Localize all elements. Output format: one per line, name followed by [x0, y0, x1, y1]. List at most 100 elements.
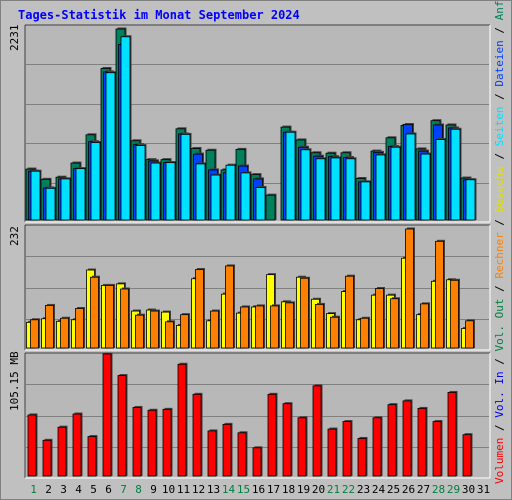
x-axis-day-label: 3 [60, 483, 67, 496]
bars [25, 27, 477, 477]
x-axis-day-label: 2 [45, 483, 52, 496]
legend-entry: Seiten [493, 106, 506, 146]
bar-rechner-day-27 [420, 303, 429, 349]
bar-seiten-day-20 [315, 158, 326, 221]
x-axis-day-label: 12 [192, 483, 205, 496]
x-axis-day-label: 26 [402, 483, 415, 496]
bar-seiten-day-19 [300, 149, 311, 221]
legend-entry: Anfragen [493, 0, 506, 20]
legend-entry: Rechner [493, 232, 506, 279]
x-axis-day-label: 23 [357, 483, 370, 496]
bar-volumen-day-29 [447, 392, 457, 477]
x-axis-day-label: 21 [327, 483, 340, 496]
bar-seiten-day-30 [465, 179, 476, 221]
bar-seiten-day-26 [405, 133, 416, 221]
bar-rechner-day-19 [300, 277, 309, 349]
bar-rechner-day-17 [270, 305, 279, 349]
x-axis-day-label: 4 [75, 483, 82, 496]
bar-seiten-day-9 [150, 162, 161, 221]
bar-volumen-day-7 [117, 375, 127, 477]
right-legend: Volumen / Vol. In / Vol. Out / Rechner /… [493, 0, 506, 484]
legend-entry: / [493, 146, 506, 166]
x-axis-day-label: 17 [267, 483, 280, 496]
bar-volumen-day-22 [342, 421, 352, 477]
bar-seiten-day-23 [360, 181, 371, 221]
bar-rechner-day-14 [225, 265, 234, 349]
bar-rechner-day-9 [150, 310, 159, 349]
bar-seiten-day-22 [345, 158, 356, 221]
bar-volumen-day-9 [147, 409, 157, 477]
bar-volumen-day-28 [432, 421, 442, 477]
bar-rechner-day-26 [405, 228, 414, 349]
bar-volumen-day-1 [27, 414, 37, 477]
bar-rechner-day-16 [255, 305, 264, 349]
x-axis-day-label: 28 [432, 483, 445, 496]
bar-rechner-day-8 [135, 314, 144, 349]
x-axis-day-label: 14 [222, 483, 236, 496]
bar-volumen-day-18 [282, 403, 292, 477]
bar-seiten-day-16 [255, 187, 266, 221]
bar-volumen-day-27 [417, 407, 427, 477]
bar-rechner-day-3 [60, 317, 69, 349]
bar-rechner-day-12 [195, 269, 204, 349]
bar-seiten-day-11 [180, 133, 191, 221]
bar-seiten-day-3 [60, 178, 71, 221]
x-axis-day-label: 7 [120, 483, 127, 496]
x-axis-day-label: 29 [447, 483, 460, 496]
bar-rechner-day-21 [330, 316, 339, 349]
bar-volumen-day-23 [357, 438, 367, 477]
bar-seiten-day-10 [165, 162, 176, 221]
x-axis-day-label: 5 [90, 483, 97, 496]
bar-seiten-day-1 [30, 170, 41, 221]
bar-seiten-day-24 [375, 154, 386, 221]
x-axis-day-label: 31 [477, 483, 490, 496]
bar-volumen-day-26 [402, 400, 412, 477]
bar-seiten-day-15 [240, 172, 251, 221]
x-axis-day-label: 22 [342, 483, 355, 496]
bar-rechner-day-2 [45, 305, 54, 349]
bottom-panel-max-label: 105.15 MB [8, 351, 21, 411]
bar-seiten-day-13 [210, 174, 221, 221]
bar-volumen-day-11 [177, 363, 187, 477]
bar-volumen-day-17 [267, 393, 277, 477]
bar-volumen-day-5 [87, 436, 97, 477]
x-axis-day-label: 18 [282, 483, 295, 496]
bar-seiten-day-29 [450, 128, 461, 221]
x-axis-day-label: 25 [387, 483, 400, 496]
x-axis-day-label: 19 [297, 483, 310, 496]
bar-rechner-day-23 [360, 317, 369, 349]
bar-rechner-day-30 [465, 320, 474, 349]
x-axis-day-label: 27 [417, 483, 430, 496]
bar-rechner-day-18 [285, 302, 294, 349]
x-axis-day-label: 15 [237, 483, 250, 496]
bar-volumen-day-16 [252, 447, 262, 477]
bar-rechner-day-6 [105, 285, 114, 349]
x-axis-day-label: 24 [372, 483, 386, 496]
legend-entry: / [493, 20, 506, 40]
x-axis-labels: 1 2 3 4 5 6 7 8 9 10 11 12 13 14 15 16 17 18 19 20 21 22 23 24 2… [30, 483, 490, 496]
bar-rechner-day-11 [180, 314, 189, 349]
x-axis-day-label: 6 [105, 483, 112, 496]
bar-volumen-day-6 [102, 353, 112, 477]
bar-rechner-day-7 [120, 288, 129, 349]
x-axis-day-label: 10 [162, 483, 175, 496]
legend-entry: Vol. In [493, 371, 506, 417]
bar-rechner-day-4 [75, 308, 84, 349]
bar-rechner-day-20 [315, 304, 324, 349]
x-axis-day-label: 16 [252, 483, 265, 496]
legend-entry: / [493, 212, 506, 232]
x-axis-day-label: 30 [462, 483, 475, 496]
x-axis-day-label: 11 [177, 483, 190, 496]
bar-seiten-day-7 [120, 36, 131, 221]
bar-rechner-day-13 [210, 310, 219, 349]
bar-seiten-day-25 [390, 146, 401, 221]
bar-rechner-day-22 [345, 275, 354, 349]
bar-seiten-day-14 [225, 164, 236, 221]
bar-rechner-day-5 [90, 276, 99, 349]
legend-entry: Volumen [493, 438, 506, 484]
bar-rechner-day-1 [30, 319, 39, 349]
bar-rechner-day-29 [450, 279, 459, 349]
bar-volumen-day-15 [237, 432, 247, 477]
bar-volumen-day-21 [327, 428, 337, 477]
